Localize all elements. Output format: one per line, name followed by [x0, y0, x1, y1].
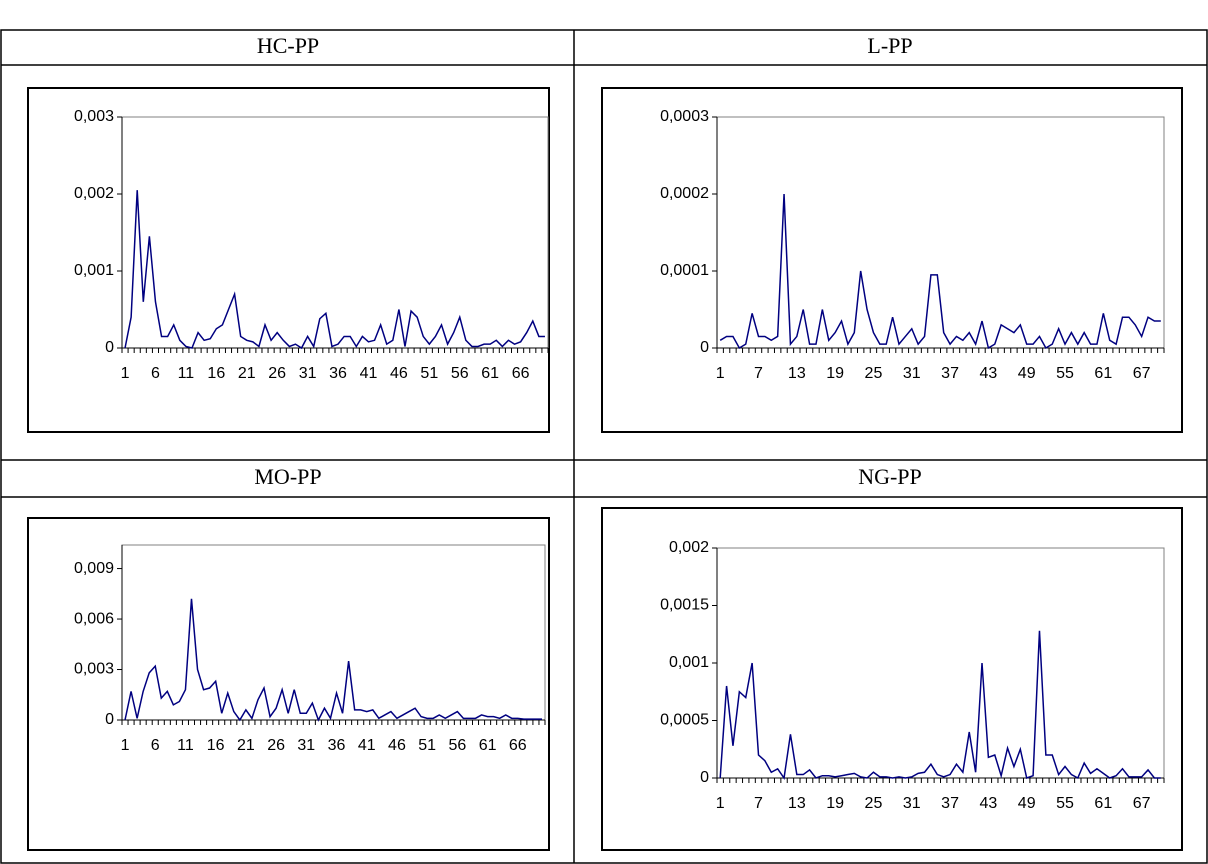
- x-tick-label: 61: [479, 737, 497, 754]
- x-tick-label: 41: [358, 737, 376, 754]
- x-tick-label: 56: [448, 737, 466, 754]
- chart-frame: [27, 87, 550, 433]
- y-tick-label: 0,001: [74, 262, 114, 279]
- y-tick-label: 0,001: [669, 654, 709, 671]
- y-tick-label: 0: [700, 339, 709, 356]
- x-tick-label: 1: [716, 365, 725, 382]
- x-tick-label: 51: [420, 365, 438, 382]
- x-tick-label: 26: [268, 365, 286, 382]
- x-tick-label: 21: [238, 365, 256, 382]
- x-tick-label: 43: [979, 795, 997, 812]
- y-tick-label: 0,003: [74, 661, 114, 678]
- y-tick-label: 0,003: [74, 108, 114, 125]
- data-line: [124, 598, 542, 722]
- y-tick-label: 0,009: [74, 560, 114, 577]
- x-tick-label: 19: [826, 795, 844, 812]
- chart-frame: [27, 517, 550, 851]
- y-tick-label: 0,006: [74, 610, 114, 627]
- x-tick-label: 25: [865, 795, 883, 812]
- data-line: [719, 630, 1161, 780]
- data-line: [719, 193, 1161, 350]
- x-tick-label: 66: [509, 737, 527, 754]
- x-tick-label: 16: [207, 737, 225, 754]
- data-line: [124, 190, 545, 350]
- x-tick-label: 31: [299, 365, 317, 382]
- x-tick-label: 67: [1133, 365, 1151, 382]
- x-tick-label: 31: [903, 365, 921, 382]
- x-tick-label: 31: [903, 795, 921, 812]
- chart-title: NG-PP: [858, 464, 922, 489]
- x-tick-label: 55: [1056, 795, 1074, 812]
- x-tick-label: 61: [1094, 365, 1112, 382]
- x-tick-label: 36: [328, 737, 346, 754]
- y-tick-label: 0,0001: [660, 262, 709, 279]
- x-tick-label: 7: [754, 365, 763, 382]
- chart-title: L-PP: [867, 33, 912, 58]
- y-tick-label: 0: [105, 339, 114, 356]
- x-tick-label: 21: [237, 737, 255, 754]
- x-tick-label: 56: [451, 365, 469, 382]
- x-tick-label: 46: [388, 737, 406, 754]
- x-tick-label: 16: [207, 365, 225, 382]
- y-tick-label: 0: [105, 711, 114, 728]
- x-tick-label: 1: [121, 737, 130, 754]
- x-tick-label: 13: [788, 365, 806, 382]
- x-tick-label: 37: [941, 365, 959, 382]
- y-tick-label: 0: [700, 769, 709, 786]
- x-tick-label: 11: [178, 365, 195, 382]
- y-tick-label: 0,002: [74, 185, 114, 202]
- y-tick-label: 0,0003: [660, 108, 709, 125]
- x-tick-label: 66: [512, 365, 530, 382]
- y-tick-label: 0,0015: [660, 597, 709, 614]
- x-tick-label: 43: [979, 365, 997, 382]
- x-tick-label: 55: [1056, 365, 1074, 382]
- chart-frame: [601, 87, 1183, 433]
- x-tick-label: 67: [1133, 795, 1151, 812]
- x-tick-label: 25: [865, 365, 883, 382]
- x-tick-label: 7: [754, 795, 763, 812]
- chart-title: MO-PP: [254, 464, 321, 489]
- table-border: [0, 29, 1208, 864]
- x-tick-label: 19: [826, 365, 844, 382]
- x-tick-label: 11: [177, 737, 194, 754]
- chart-title: HC-PP: [257, 33, 319, 58]
- x-tick-label: 51: [418, 737, 436, 754]
- x-tick-label: 36: [329, 365, 347, 382]
- x-tick-label: 13: [788, 795, 806, 812]
- x-tick-label: 31: [297, 737, 315, 754]
- x-tick-label: 1: [121, 365, 130, 382]
- x-tick-label: 49: [1018, 795, 1036, 812]
- x-tick-label: 46: [390, 365, 408, 382]
- x-tick-label: 1: [716, 795, 725, 812]
- x-tick-label: 26: [267, 737, 285, 754]
- x-tick-label: 6: [151, 365, 160, 382]
- y-tick-label: 0,002: [669, 539, 709, 556]
- x-tick-label: 37: [941, 795, 959, 812]
- x-tick-label: 61: [1094, 795, 1112, 812]
- chart-frame: [601, 507, 1183, 851]
- y-tick-label: 0,0002: [660, 185, 709, 202]
- x-tick-label: 61: [481, 365, 499, 382]
- x-tick-label: 6: [151, 737, 160, 754]
- x-tick-label: 49: [1018, 365, 1036, 382]
- x-tick-label: 41: [360, 365, 378, 382]
- y-tick-label: 0,0005: [660, 712, 709, 729]
